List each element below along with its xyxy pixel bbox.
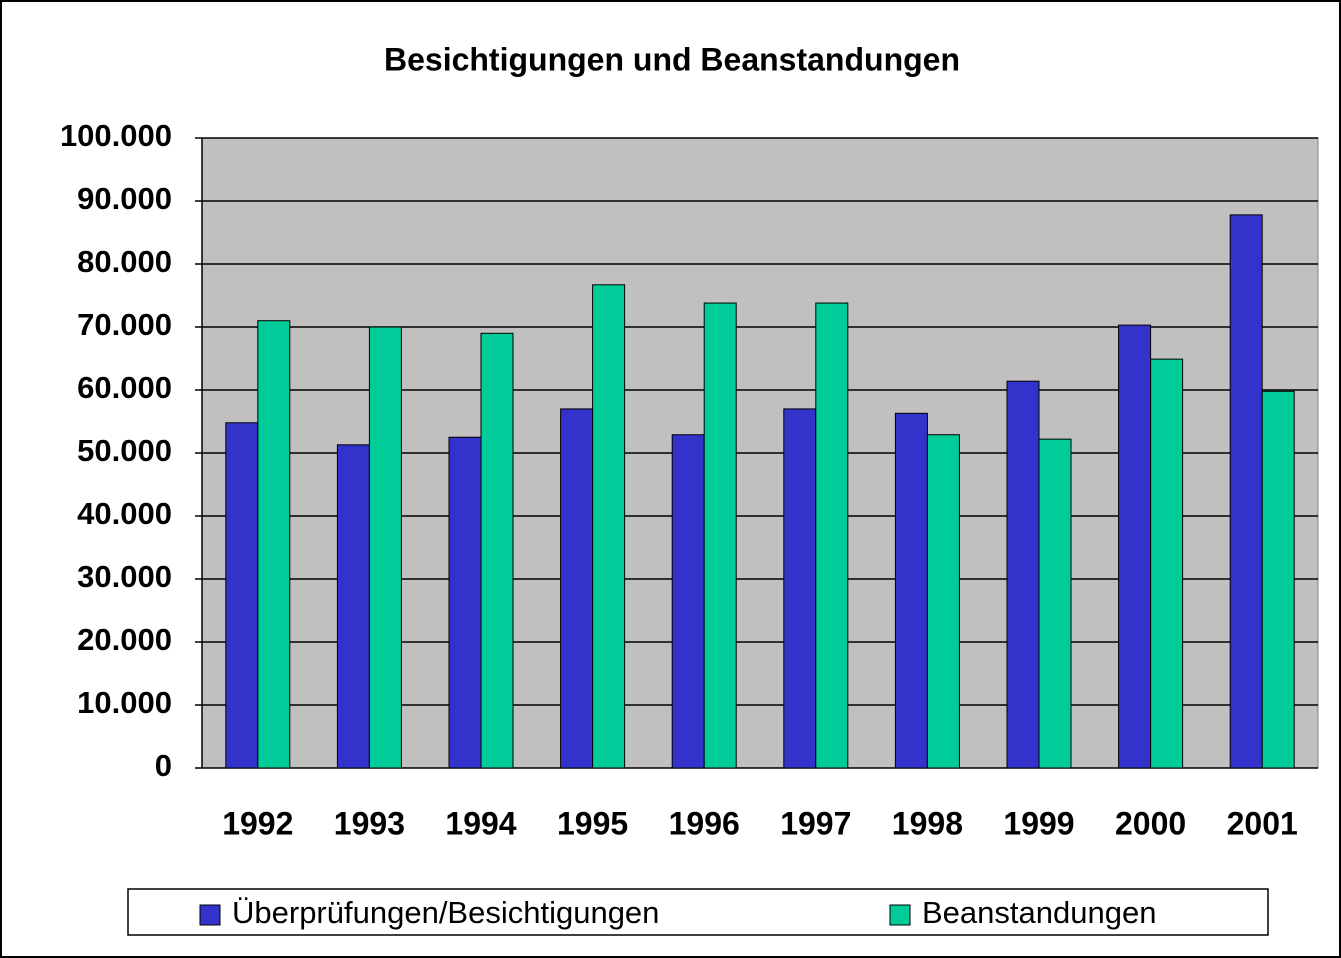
bar [1118, 324, 1152, 769]
bar [480, 332, 514, 769]
bar [1150, 358, 1184, 769]
legend-label: Beanstandungen [922, 895, 1156, 930]
x-tick-label: 2000 [1115, 805, 1186, 841]
bar [1006, 380, 1040, 769]
x-tick-label: 1995 [557, 805, 628, 841]
x-tick-label: 2001 [1227, 805, 1298, 841]
bar [703, 302, 737, 769]
x-tick-label: 1992 [222, 805, 293, 841]
y-tick-label: 80.000 [77, 244, 172, 279]
x-tick-label: 1993 [334, 805, 405, 841]
y-tick-label: 30.000 [77, 559, 172, 594]
bar [815, 302, 849, 769]
bar [257, 320, 291, 769]
bar [926, 434, 960, 769]
chart-title: Besichtigungen und Beanstandungen [384, 41, 960, 77]
y-tick-label: 20.000 [77, 622, 172, 657]
x-tick-label: 1994 [445, 805, 516, 841]
y-tick-label: 10.000 [77, 685, 172, 720]
y-tick-label: 50.000 [77, 433, 172, 468]
bar [336, 444, 370, 769]
legend-swatch [199, 904, 221, 926]
bar [1261, 390, 1295, 769]
bar [592, 284, 626, 769]
x-tick-label: 1998 [892, 805, 963, 841]
bar [671, 434, 705, 769]
x-tick-label: 1997 [780, 805, 851, 841]
bar [1038, 438, 1072, 769]
y-tick-label: 0 [155, 748, 172, 783]
x-tick-label: 1999 [1003, 805, 1074, 841]
y-tick-label: 70.000 [77, 307, 172, 342]
bar [783, 408, 817, 769]
y-tick-label: 90.000 [77, 181, 172, 216]
y-tick-label: 40.000 [77, 496, 172, 531]
legend-box [127, 888, 1269, 936]
x-tick-label: 1996 [669, 805, 740, 841]
bar [894, 412, 928, 769]
legend-label: Überprüfungen/Besichtigungen [232, 895, 659, 930]
bar [448, 436, 482, 769]
y-tick-label: 100.000 [60, 118, 172, 153]
bar [225, 422, 259, 769]
legend-swatch [889, 904, 911, 926]
bar [1229, 214, 1263, 769]
y-tick-label: 60.000 [77, 370, 172, 405]
bar [368, 326, 402, 769]
bar [560, 408, 594, 769]
